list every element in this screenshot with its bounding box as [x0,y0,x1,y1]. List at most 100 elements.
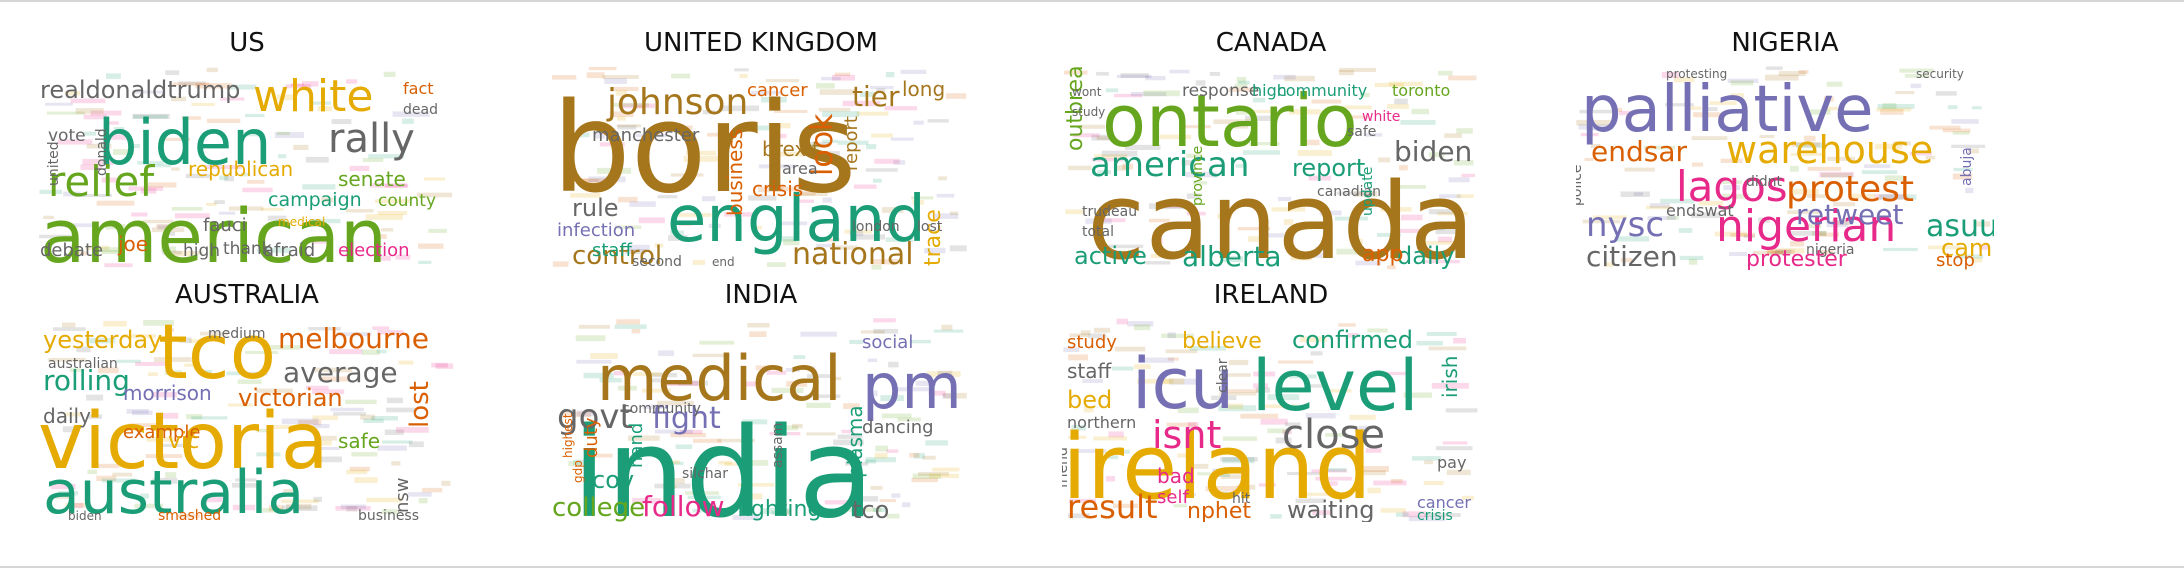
cloud-word: nigerian [1716,201,1896,252]
filler-word-mark [185,173,212,179]
filler-word-mark [1143,90,1180,97]
cloud-word: tco [158,318,276,396]
filler-word-mark [1315,246,1333,252]
cloud-word: example [123,422,200,443]
filler-word-mark [773,133,787,139]
filler-word-mark [74,502,84,509]
filler-word-mark [781,221,808,226]
wordcloud-image: boris england johnson tier look brexit crisis n… [552,66,970,270]
filler-word-mark [651,372,678,378]
filler-word-mark [552,75,577,80]
filler-word-mark [1743,234,1755,239]
cloud-word: northern [1067,413,1136,432]
filler-word-mark [1798,70,1809,74]
cloud-word: lost [917,219,943,235]
filler-word-mark [43,215,55,220]
wordcloud-panel-ireland: IRELAND ireland icu level close isnt confirme… [1062,280,1480,522]
filler-word-mark [396,427,429,433]
filler-word-mark [1645,205,1673,210]
filler-word-mark [1072,133,1100,138]
filler-word-mark [815,83,835,89]
filler-word-mark [1091,134,1110,141]
cloud-word: citizen [1586,240,1678,270]
filler-word-mark [58,491,78,496]
filler-word-mark [656,400,694,406]
filler-word-mark [604,78,627,84]
filler-word-mark [165,70,180,75]
filler-word-mark [1612,107,1623,113]
filler-word-mark [336,332,372,337]
filler-word-mark [845,462,869,466]
filler-word-mark [758,186,784,193]
cloud-word: election [338,240,410,261]
cloud-word: nysc [1586,205,1664,245]
filler-word-mark [1186,153,1203,158]
filler-word-mark [1305,139,1320,146]
filler-word-mark [1714,231,1747,237]
filler-word-mark [873,328,899,334]
filler-word-mark [897,417,921,422]
filler-word-mark [657,195,678,199]
cloud-word: rule [572,194,619,222]
cloud-word: medium [208,326,266,342]
filler-word-mark [1365,448,1382,453]
filler-word-mark [1364,133,1383,137]
filler-word-mark [942,393,956,399]
filler-word-mark [590,352,618,359]
filler-word-mark [876,88,886,93]
filler-word-mark [1965,187,1974,194]
filler-word-mark [177,514,200,518]
filler-word-mark [721,105,760,112]
cloud-word: outbreak [1063,66,1088,151]
cloud-word: crisis [752,177,803,201]
cloud-word: average [283,356,398,389]
filler-word-mark [856,234,886,240]
cloud-word: smashed [158,508,221,522]
filler-word-mark [926,371,961,377]
filler-word-mark [1678,228,1693,233]
filler-word-mark [666,485,677,489]
filler-word-mark [1790,241,1805,247]
filler-word-mark [50,483,76,490]
cloud-word: protester [1746,247,1848,270]
filler-word-mark [1388,81,1423,86]
filler-word-mark [1721,193,1749,199]
filler-word-mark [936,193,955,198]
filler-word-mark [1289,374,1317,379]
filler-word-mark [237,379,262,384]
filler-word-mark [1811,231,1827,236]
filler-word-mark [1386,265,1396,270]
filler-word-mark [692,508,717,513]
filler-word-mark [1255,387,1271,393]
filler-word-mark [614,324,647,329]
filler-word-mark [574,132,590,138]
filler-word-mark [172,82,209,86]
filler-word-mark [1267,428,1291,434]
filler-word-mark [45,102,73,106]
filler-word-mark [685,491,719,495]
filler-word-mark [1134,324,1151,331]
filler-word-mark [943,392,967,399]
filler-word-mark [1149,203,1185,210]
filler-word-mark [418,260,432,264]
panel-title: UNITED KINGDOM [644,28,878,58]
filler-word-mark [1729,251,1748,256]
filler-word-mark [774,109,808,113]
cloud-word: dancing [862,417,934,438]
filler-word-mark [1077,449,1107,453]
filler-word-mark [865,168,898,172]
filler-word-mark [596,167,632,174]
filler-word-mark [381,228,394,232]
filler-word-mark [1068,513,1091,519]
filler-word-mark [1394,98,1408,105]
cloud-word: believe [1182,329,1262,354]
filler-word-mark [1278,196,1292,202]
filler-word-mark [1235,108,1249,115]
cloud-word: report [1292,154,1365,182]
cloud-word: afraid [263,240,315,261]
filler-word-mark [1068,354,1088,361]
filler-word-mark [1789,165,1799,172]
filler-word-mark [1807,223,1822,228]
cloud-word: johnson [606,82,748,123]
cloud-word: brexit [762,137,820,161]
